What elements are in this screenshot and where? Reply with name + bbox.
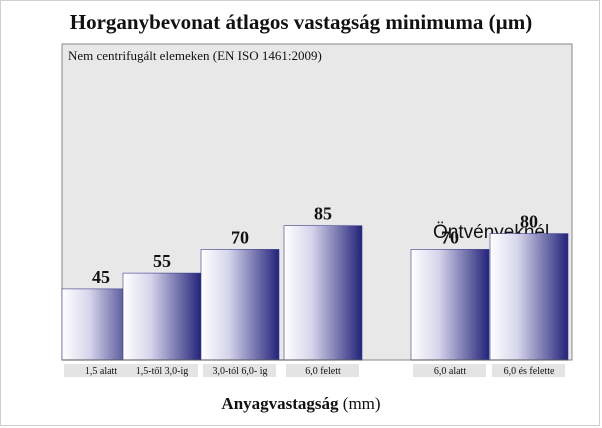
value-label-2: 70: [231, 227, 249, 247]
category-label-bg-5: [492, 364, 565, 377]
value-label-0: 45: [92, 267, 110, 287]
category-label-4: 6,0 alatt: [434, 366, 466, 377]
chart-subtitle: Nem centrifugált elemeken (EN ISO 1461:2…: [68, 48, 322, 63]
x-axis-unit: (mm): [342, 394, 381, 413]
x-axis-label-bold: Anyagvastagság: [221, 394, 339, 413]
bar-4: [410, 249, 490, 361]
x-axis-label: Anyagvastagság (mm): [0, 394, 602, 414]
category-label-2: 3,0-tól 6,0- ig: [213, 366, 268, 377]
bar-1: [122, 272, 202, 361]
category-label-3: 6,0 felett: [305, 366, 341, 377]
bar-5: [489, 233, 569, 361]
category-label-bg-1: [125, 364, 198, 377]
value-label-1: 55: [153, 251, 171, 271]
category-label-1: 1,5-től 3,0-ig: [136, 366, 189, 377]
category-label-5: 6,0 és felette: [504, 366, 555, 377]
category-label-bg-3: [286, 364, 359, 377]
bar-3: [283, 225, 363, 361]
category-label-0: 1,5 alatt: [85, 366, 117, 377]
value-label-5: 80: [520, 212, 538, 232]
value-label-4: 70: [441, 227, 459, 247]
category-label-bg-2: [203, 364, 276, 377]
value-label-3: 85: [314, 204, 332, 224]
category-label-bg-4: [413, 364, 486, 377]
chart-title: Horganybevonat átlagos vastagság minimum…: [69, 10, 533, 34]
bar-2: [200, 249, 280, 361]
category-label-bg-0: [64, 364, 137, 377]
